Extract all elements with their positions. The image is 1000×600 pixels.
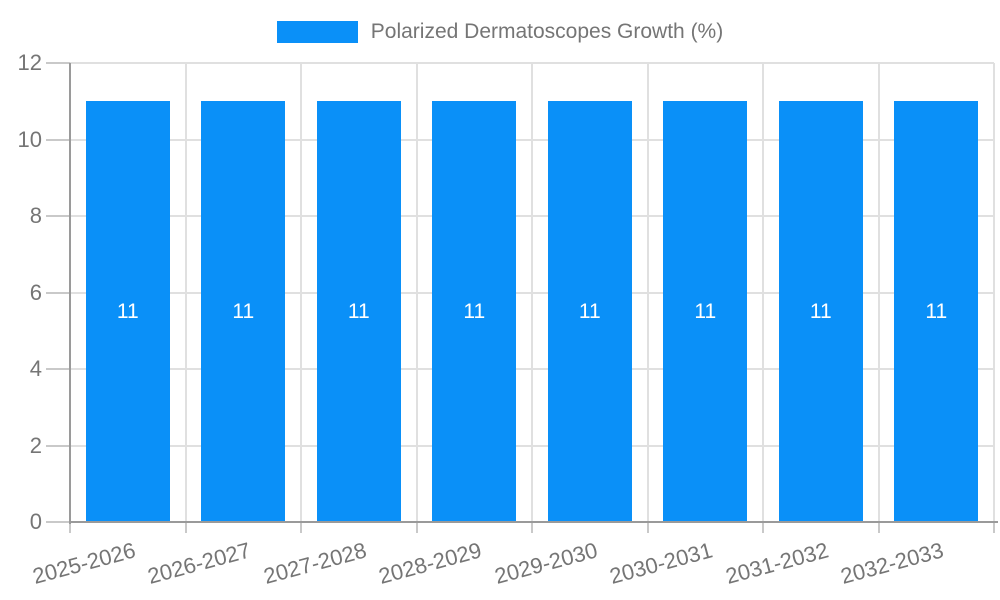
y-tick-label: 10	[17, 126, 42, 152]
y-axis-tick	[46, 444, 70, 447]
bar-value-label: 11	[809, 299, 832, 323]
bar: 11	[663, 101, 748, 522]
y-axis-tick	[46, 62, 70, 64]
legend: Polarized Dermatoscopes Growth (%)	[0, 20, 1000, 44]
legend-swatch	[276, 21, 358, 43]
x-axis-line	[70, 521, 998, 523]
y-axis-tick	[46, 521, 70, 523]
y-tick-label: 2	[29, 432, 42, 458]
y-tick-label: 6	[29, 279, 42, 305]
x-axis-tick	[646, 522, 649, 533]
y-axis-tick	[46, 368, 70, 370]
v-gridline	[762, 63, 764, 522]
y-axis-tick	[46, 291, 70, 294]
x-axis-tick	[300, 522, 302, 533]
bar-value-label: 11	[463, 299, 486, 323]
bar-value-label: 11	[347, 299, 370, 323]
legend-label: Polarized Dermatoscopes Growth (%)	[370, 20, 724, 43]
bar: 11	[894, 101, 979, 522]
v-gridline	[531, 63, 533, 522]
y-tick-label: 0	[29, 509, 42, 534]
x-axis-tick	[69, 522, 71, 533]
bar: 11	[547, 101, 632, 522]
x-axis-tick	[877, 522, 880, 533]
bar-value-label: 11	[232, 299, 255, 323]
bar-value-label: 11	[578, 299, 601, 323]
v-gridline	[184, 63, 187, 522]
x-axis-tick	[184, 522, 187, 533]
y-axis-line	[69, 63, 71, 524]
bar: 11	[432, 101, 517, 522]
x-axis-tick	[531, 522, 533, 533]
bar-value-label: 11	[116, 299, 139, 323]
x-axis-tick	[993, 522, 995, 533]
v-gridline	[993, 63, 995, 522]
y-tick-label: 12	[17, 50, 42, 75]
bar-value-label: 11	[694, 299, 717, 323]
x-axis-tick	[415, 522, 418, 533]
bar: 11	[778, 101, 863, 522]
y-axis-tick	[46, 215, 70, 217]
y-tick-label: 4	[29, 356, 42, 381]
v-gridline	[877, 63, 880, 522]
v-gridline	[415, 63, 418, 522]
y-axis-tick	[46, 138, 70, 141]
bar: 11	[85, 101, 170, 522]
v-gridline	[646, 63, 649, 522]
x-axis-tick	[762, 522, 764, 533]
bar: 11	[201, 101, 286, 522]
v-gridline	[300, 63, 302, 522]
bar: 11	[316, 101, 401, 522]
bar-value-label: 11	[925, 299, 948, 323]
y-tick-label: 8	[29, 203, 42, 228]
